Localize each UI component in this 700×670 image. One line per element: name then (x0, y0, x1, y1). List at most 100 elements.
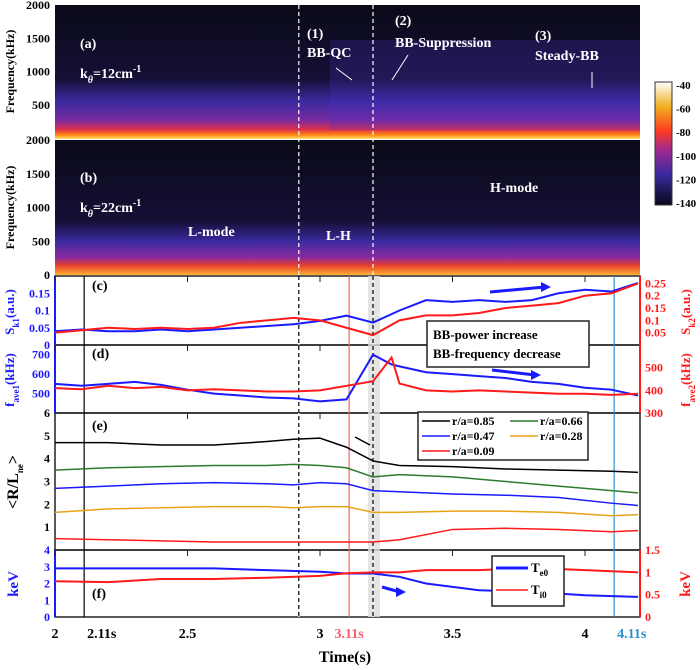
ylabel-unit: (a.u.) (2, 289, 17, 318)
series-line-S-k2 (54, 282, 639, 337)
ylabel-sub: ave2 (687, 384, 697, 402)
ylabel: Sk1(a.u.) (2, 289, 21, 335)
legend-base: T (531, 560, 540, 575)
time-marker-label: 2.11s (87, 627, 117, 642)
ylabel-base: S (678, 328, 693, 335)
colorbar-tick: -60 (676, 104, 691, 116)
ytick-label: 0.25 (645, 276, 666, 290)
colorbar-tick: -140 (676, 198, 697, 210)
annotation-3-text: Steady-BB (535, 49, 599, 64)
panel-label-c: (c) (92, 279, 108, 294)
series-line-r-a-0-47 (54, 481, 639, 507)
ytick-label: 500 (32, 234, 50, 248)
annotation-1-text: BB-QC (307, 46, 351, 61)
annotation-1-num: (1) (307, 27, 324, 42)
legend-sub: e0 (540, 568, 549, 578)
xtick-label: 3.5 (444, 627, 462, 642)
time-marker-label: 4.11s (617, 627, 647, 642)
panel-label-e: (e) (92, 419, 108, 434)
ytick-label: 0.2 (645, 289, 660, 303)
legend-e: r/a=0.85 r/a=0.66 r/a=0.47 r/a=0.28 r/a=0.09 (417, 411, 589, 461)
spectrogram-a-hmode-band (330, 40, 640, 130)
ytick-label: 4 (44, 452, 50, 466)
ytick-label: 5 (44, 429, 50, 443)
legend-label: r/a=0.47 (452, 429, 495, 443)
ytick-label: 2 (44, 577, 50, 591)
spectrogram-a (55, 5, 640, 139)
annotation-box: BB-power increase BB-frequency decrease (426, 320, 590, 368)
arrow-head-icon (396, 587, 406, 597)
ylabel: fave1(kHz) (2, 353, 21, 407)
arrow-head-icon (531, 370, 541, 380)
ytick-label: 400 (645, 383, 663, 397)
legend-frame (491, 555, 565, 607)
ylabel: keV (678, 571, 694, 597)
ytick-label: 1.5 (645, 543, 660, 557)
ylabel-unit: (kHz) (2, 353, 17, 385)
ylabel-sub: ave1 (11, 384, 21, 402)
legend-label: r/a=0.85 (452, 414, 495, 428)
colorbar-tick: -120 (676, 174, 697, 186)
ytick-label: 0.1 (645, 313, 660, 327)
colorbar-tick: -80 (676, 127, 691, 139)
ytick-label: 0 (645, 610, 651, 624)
ytick-label: 1000 (26, 65, 50, 79)
ytick-label: 1 (44, 593, 50, 607)
annotation-3-num: (3) (535, 29, 552, 44)
ylabel-base: f (678, 402, 693, 407)
ylabel: <R/Lne> (5, 455, 25, 509)
spectrogram-b (55, 140, 640, 275)
ytick-label: 2 (44, 497, 50, 511)
ytick-label: 0.15 (29, 286, 50, 300)
xtick-label: 2.5 (179, 627, 197, 642)
arrow-head-icon (541, 282, 551, 292)
colorbar-tick: -40 (676, 80, 691, 92)
ytick-label: 1500 (26, 31, 50, 45)
annotation-2-num: (2) (395, 14, 412, 29)
ytick-label: 500 (645, 361, 663, 375)
ylabel-base: f (2, 402, 17, 407)
ylabel: Sk2(a.u.) (678, 289, 697, 335)
ytick-label: 1500 (26, 167, 50, 181)
legend-sub: i0 (540, 590, 548, 600)
ylabel-sub: k2 (687, 318, 697, 328)
ylabel-unit: (kHz) (678, 353, 693, 385)
trend-arrow-icon (489, 285, 546, 294)
ylabel-unit: (a.u.) (678, 289, 693, 318)
ytick-label: 3 (44, 560, 50, 574)
legend-label: Te0 (531, 560, 549, 578)
colorbar-tick: -100 (676, 151, 697, 163)
ytick-label: 0.15 (645, 301, 666, 315)
colorbar (654, 81, 673, 206)
legend-label: r/a=0.09 (452, 444, 495, 458)
ytick-label: 0 (44, 338, 50, 352)
ylabel: keV (6, 571, 22, 597)
ylabel-base: S (2, 328, 17, 335)
legend-label: r/a=0.66 (540, 414, 583, 428)
ytick-label: 1 (44, 520, 50, 534)
series-line-f-ave1 (54, 353, 639, 403)
xtick-label: 2 (52, 627, 59, 642)
ytick-label: 300 (645, 406, 663, 420)
ylabel: fave2(kHz) (678, 353, 697, 407)
ytick-label: 0.05 (29, 321, 50, 335)
annotation-2-text: BB-Suppression (395, 36, 491, 51)
ytick-label: 1000 (26, 201, 50, 215)
ytick-label: 0.1 (35, 304, 50, 318)
ytick-label: 1 (645, 565, 651, 579)
legend-base: T (531, 582, 540, 597)
ylabel-base: <R/L (5, 473, 22, 509)
k-label-a: kθ=12cm-1 (80, 64, 141, 86)
series-line-f-ave2 (54, 355, 639, 396)
lh-label: L-H (326, 229, 351, 244)
xtick-label: 4 (582, 627, 589, 642)
trend-arrow-icon (491, 368, 536, 377)
panel-label-a: (a) (80, 37, 97, 52)
ytick-label: 700 (32, 348, 50, 362)
xtick-label: 3 (317, 627, 324, 642)
annotation-box-line: BB-power increase (433, 327, 538, 342)
ylabel-sub: ne (15, 464, 25, 473)
